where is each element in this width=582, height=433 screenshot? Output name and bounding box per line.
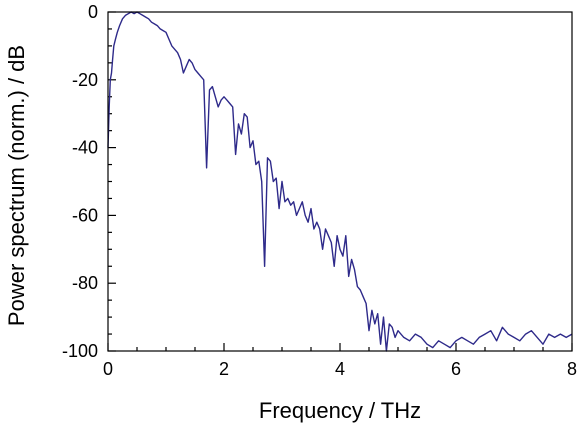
y-tick-label: -40 <box>72 138 98 158</box>
x-axis-title: Frequency / THz <box>259 398 421 423</box>
y-axis-title: Power spectrum (norm.) / dB <box>4 45 29 326</box>
x-tick-label: 4 <box>335 359 345 379</box>
spectrum-line-0 <box>107 11 573 352</box>
y-tick-label: -20 <box>72 70 98 90</box>
x-tick-label: 0 <box>103 359 113 379</box>
series-layer <box>107 11 573 352</box>
plot-frame <box>107 11 573 352</box>
y-tick-label: -80 <box>72 273 98 293</box>
y-tick-label: 0 <box>88 2 98 22</box>
axis-ticks <box>107 11 573 352</box>
x-tick-label: 6 <box>451 359 461 379</box>
x-tick-label: 2 <box>219 359 229 379</box>
x-tick-label: 8 <box>567 359 577 379</box>
y-tick-label: -100 <box>62 341 98 361</box>
y-tick-label: -60 <box>72 205 98 225</box>
tick-labels: 0 2 4 6 8 0 -20 -40 -60 -80 -100 <box>62 2 577 379</box>
